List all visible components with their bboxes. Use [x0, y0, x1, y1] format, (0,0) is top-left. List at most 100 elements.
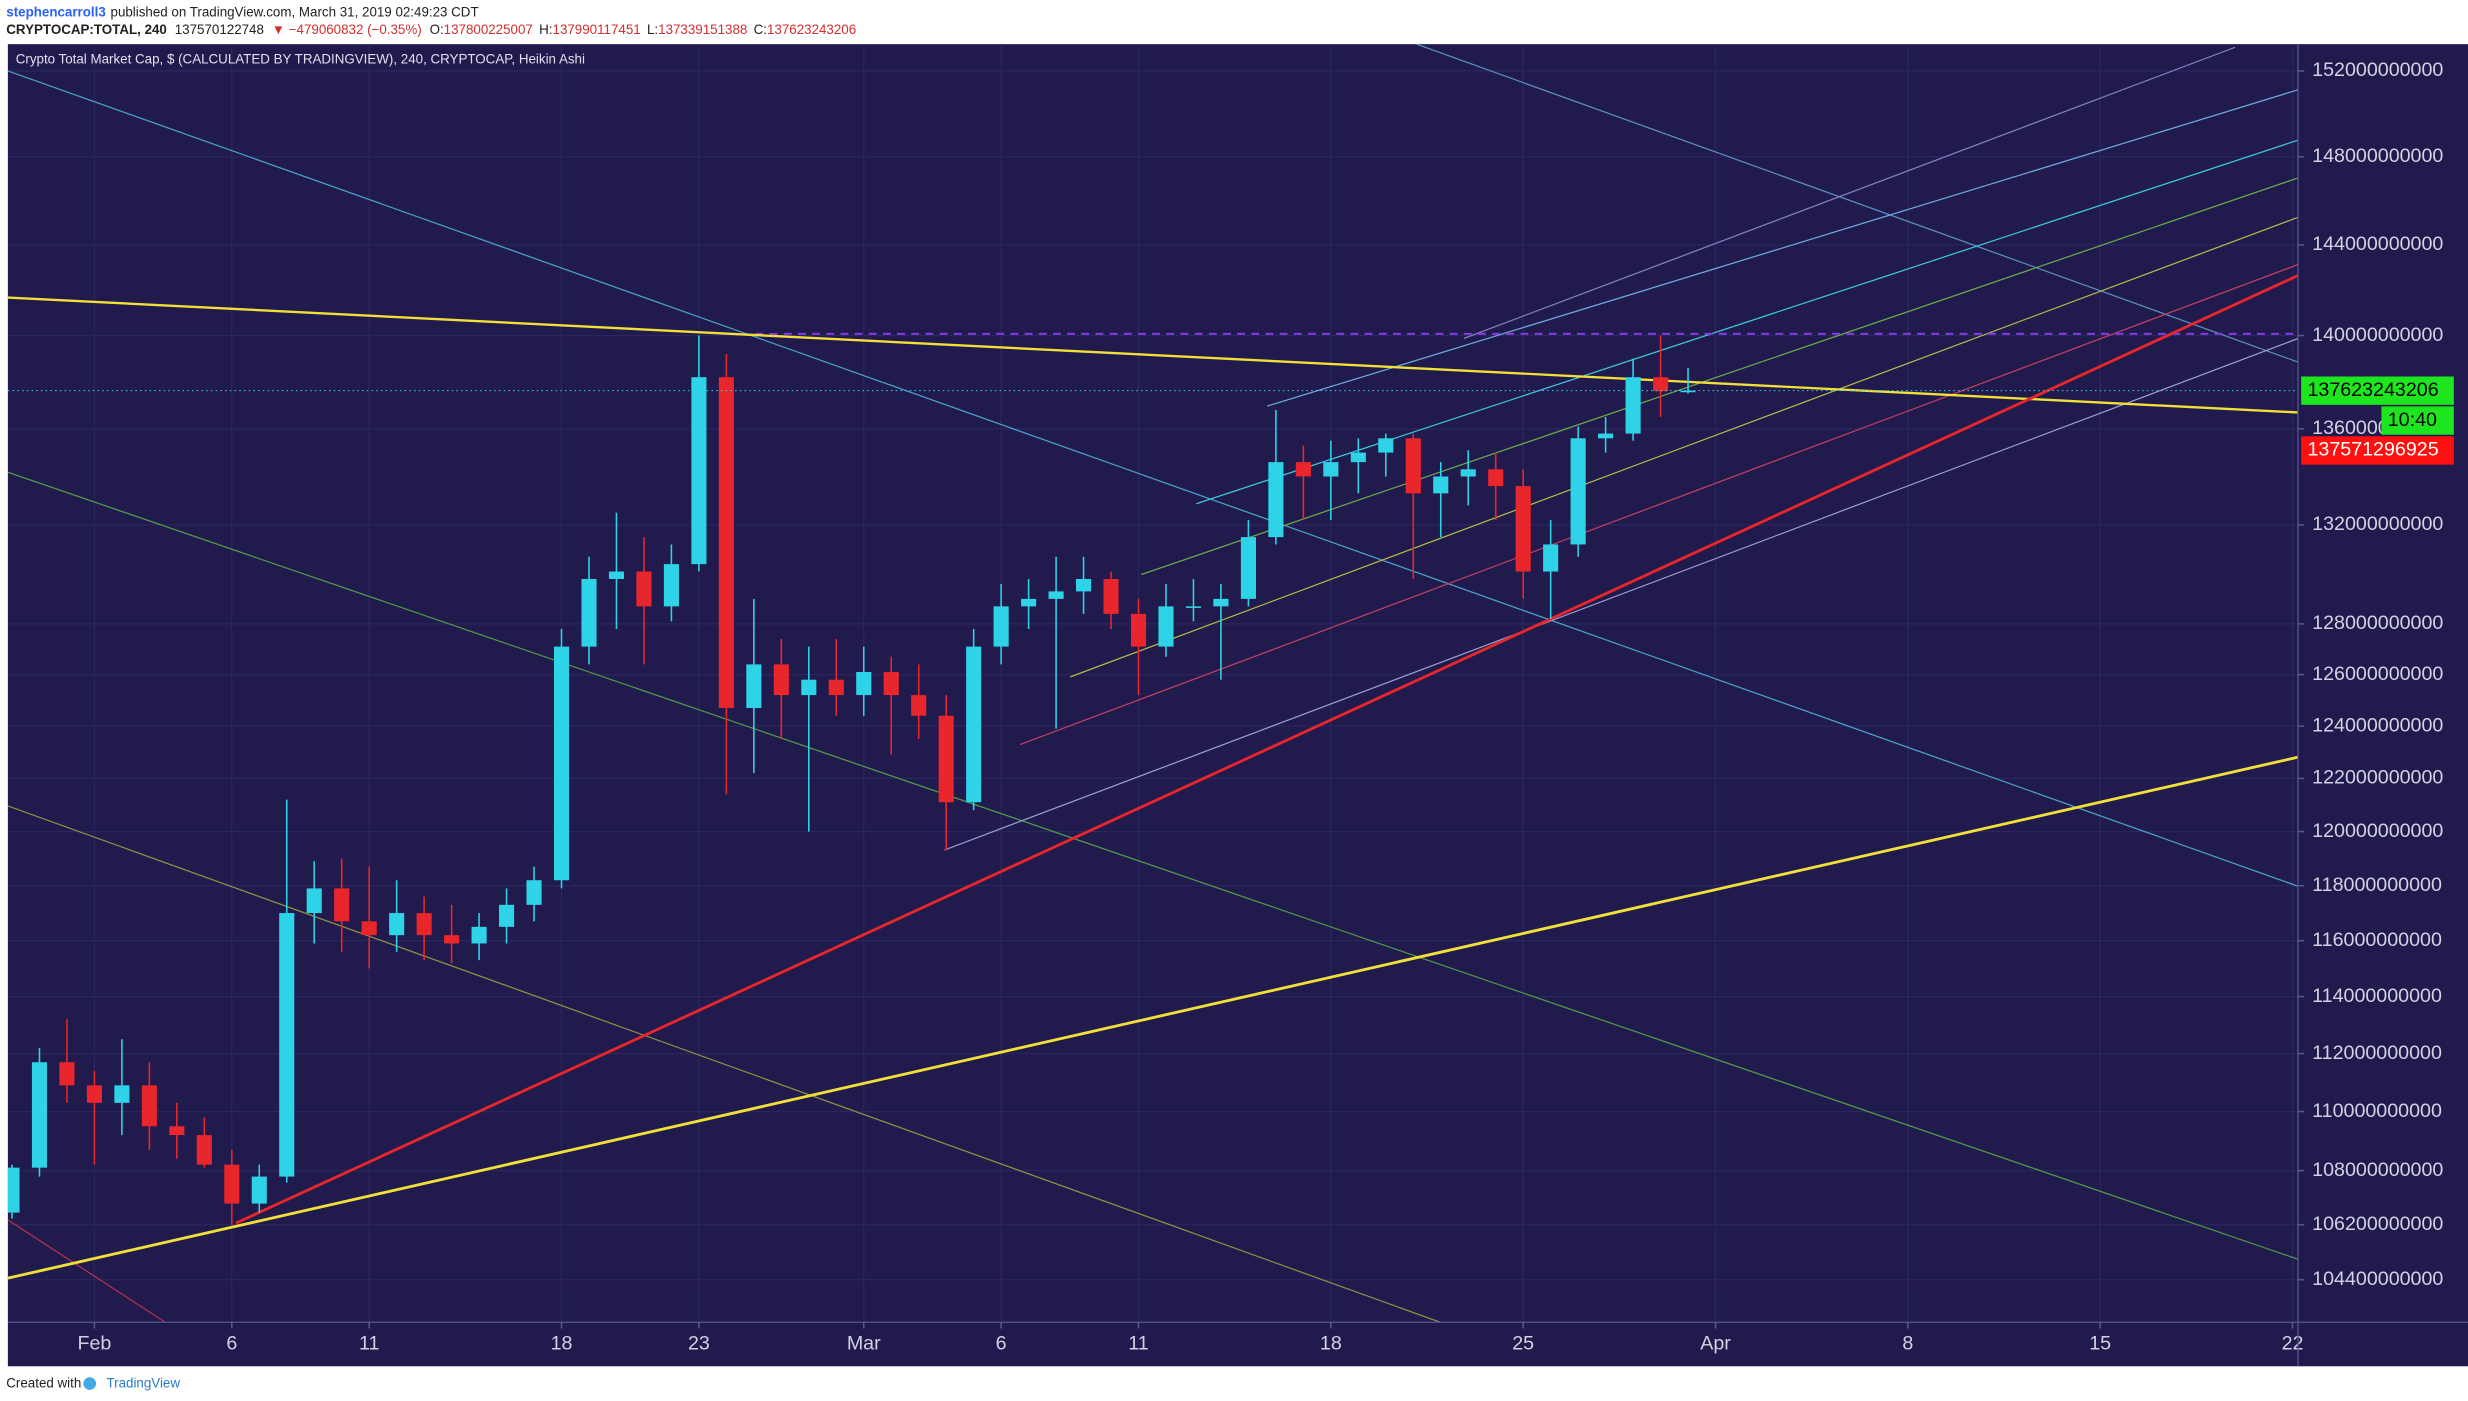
candle-body [1460, 469, 1476, 477]
x-tick-label: 18 [1320, 1332, 1342, 1354]
x-tick-label: 15 [2089, 1332, 2111, 1354]
candle-body [334, 888, 350, 922]
candle-body [169, 1126, 185, 1136]
ohlc-value: 137800225007 [444, 22, 533, 37]
candle-body [581, 578, 597, 647]
candle-body [1405, 438, 1421, 494]
candle-body [1021, 598, 1037, 607]
x-tick-label: 11 [359, 1332, 379, 1354]
candle-body [856, 672, 872, 696]
trend-line [235, 274, 2299, 1225]
header-line: stephencarroll3 published on TradingView.… [6, 4, 478, 19]
y-tick-label: 122000000000 [2312, 767, 2443, 789]
candle-body [279, 913, 295, 1177]
ohlc-value: 137339151388 [658, 22, 747, 37]
y-tick-label: 126000000000 [2312, 663, 2443, 685]
channel-line [1463, 46, 2236, 340]
candle-body [966, 646, 982, 803]
candle-body [7, 1167, 20, 1213]
x-tick-label: 22 [2282, 1332, 2304, 1354]
candle-body [306, 888, 322, 914]
prev-close-label: 137571296925 [2307, 439, 2438, 461]
trendline [7, 805, 1441, 1323]
x-tick-label: Mar [847, 1332, 881, 1354]
candle-body [718, 377, 734, 708]
candle-body [1680, 390, 1696, 393]
candle-body [526, 880, 542, 905]
candle-body [1433, 476, 1449, 494]
candle-body [1515, 486, 1531, 572]
drawings [7, 44, 2299, 1323]
candle-body [1323, 462, 1339, 477]
ohlc-label: O: [430, 22, 444, 37]
x-tick-label: Feb [77, 1332, 111, 1354]
trendline [7, 70, 2299, 887]
candle-body [883, 672, 899, 696]
prev-close-box [2301, 436, 2454, 465]
x-tick-label: 11 [1128, 1332, 1148, 1354]
candle-body [1625, 377, 1641, 434]
y-tick-label: 132000000000 [2312, 513, 2443, 535]
trendline [7, 1219, 166, 1323]
candle-body [608, 571, 625, 579]
candle-body [499, 904, 515, 927]
candle-body [938, 715, 954, 803]
candle-body [361, 921, 377, 936]
x-tick-label: 18 [551, 1332, 573, 1354]
countdown-box [2381, 406, 2454, 435]
candle-body [86, 1085, 102, 1103]
published: published on TradingView.com, March 31, … [111, 4, 479, 19]
candle-body [1268, 462, 1284, 538]
candle-body [1653, 377, 1669, 392]
candle-body [1570, 438, 1586, 545]
channel-line [1266, 89, 2299, 407]
ohlc-label: L: [647, 22, 658, 37]
y-tick-label: 128000000000 [2312, 612, 2443, 634]
y-tick-label: 152000000000 [2312, 59, 2443, 81]
y-tick-label: 116000000000 [2312, 929, 2442, 951]
footer: Created with TradingView [6, 1375, 180, 1390]
author[interactable]: stephencarroll3 [6, 4, 106, 19]
candle-body [1213, 598, 1229, 607]
candle-body [1543, 544, 1559, 572]
x-tick-label: 23 [688, 1332, 710, 1354]
candle-body [911, 695, 927, 716]
candle-body [1048, 591, 1064, 599]
channel-line [1140, 177, 2299, 576]
candle-body [1103, 578, 1119, 614]
x-tick-label: 25 [1512, 1332, 1534, 1354]
last-price-label: 137623243206 [2307, 379, 2438, 401]
candle-body [1130, 613, 1147, 647]
candle-body [636, 571, 652, 607]
y-tick-label: 106200000000 [2312, 1213, 2443, 1235]
symbol: CRYPTOCAP:TOTAL, 240 [6, 22, 167, 37]
candle-body [471, 926, 487, 944]
candle-body [801, 679, 817, 696]
candle-body [1295, 462, 1311, 477]
candle-body [389, 913, 405, 936]
candle-body [1076, 578, 1092, 592]
x-tick-label: Apr [1700, 1332, 1731, 1354]
candle-body [444, 935, 460, 944]
y-tick-label: 118000000000 [2312, 874, 2442, 896]
y-tick-label: 114000000000 [2312, 985, 2442, 1007]
x-tick-label: 6 [226, 1332, 237, 1354]
candle-body [31, 1062, 48, 1168]
ohlc-value: 137623243206 [767, 22, 856, 37]
candle-body [1378, 438, 1394, 453]
y-tick-label: 112000000000 [2312, 1042, 2442, 1064]
candle-body [828, 679, 844, 696]
candle-body [993, 606, 1009, 647]
candle-body [663, 564, 679, 607]
last: 137570122748 [175, 22, 264, 37]
channel-line [944, 337, 2299, 851]
ohlc-value: 137990117451 [553, 22, 641, 37]
y-tick-label: 120000000000 [2312, 820, 2443, 842]
y-tick-label: 104400000000 [2312, 1268, 2443, 1290]
candle-body [224, 1164, 240, 1204]
countdown-label: 10:40 [2388, 409, 2437, 431]
footer-text: Created with [6, 1375, 81, 1390]
y-tick-label: 144000000000 [2312, 233, 2443, 255]
footer-brand[interactable]: TradingView [106, 1375, 180, 1390]
